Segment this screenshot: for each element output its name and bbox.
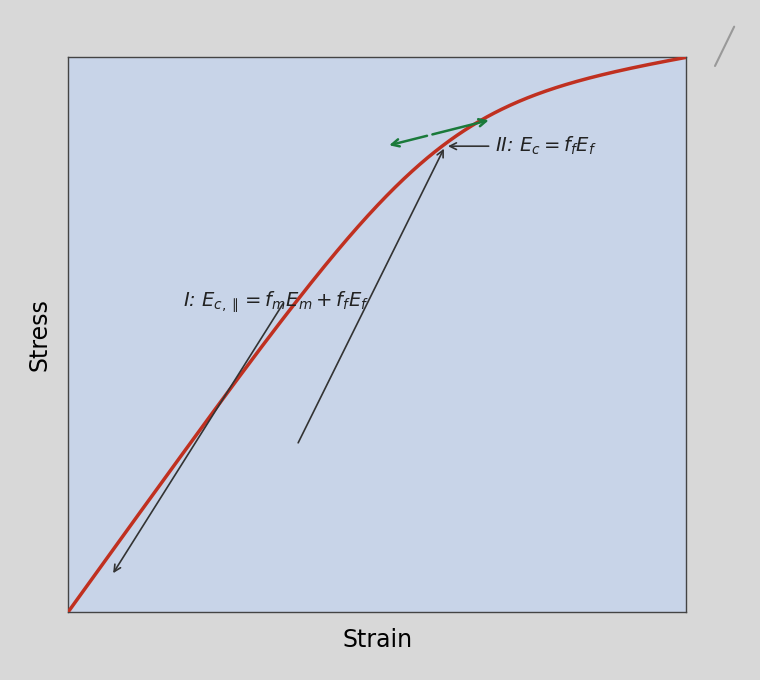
X-axis label: Strain: Strain: [342, 628, 412, 652]
Text: II: $E_c = f_f E_f$: II: $E_c = f_f E_f$: [495, 135, 596, 157]
Text: I: $E_{c,\parallel} = f_m E_m + f_f E_f$: I: $E_{c,\parallel} = f_m E_m + f_f E_f$: [182, 290, 369, 315]
Y-axis label: Stress: Stress: [28, 298, 52, 371]
